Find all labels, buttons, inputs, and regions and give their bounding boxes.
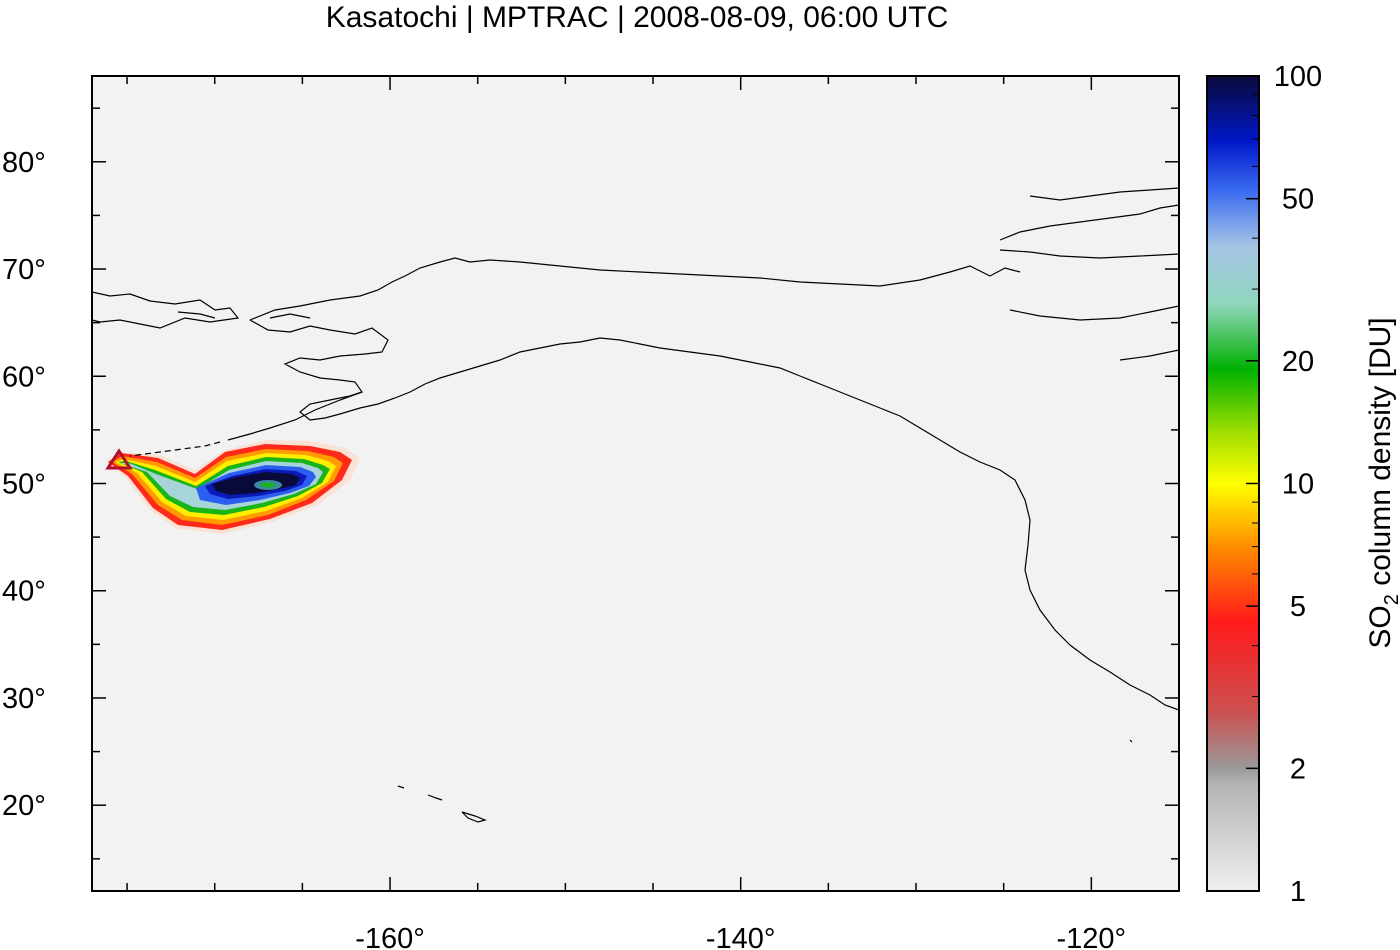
y-tick-label: 80° bbox=[2, 147, 46, 179]
alaska-peninsula bbox=[227, 391, 363, 441]
y-axis: 20° 30° 40° 50° 60° 70° 80° bbox=[2, 107, 1179, 860]
y-tick-label: 20° bbox=[2, 790, 46, 822]
archipelago-5 bbox=[1119, 349, 1179, 361]
y-tick-label: 70° bbox=[2, 254, 46, 286]
y-tick-label: 50° bbox=[2, 469, 46, 501]
guadalupe-island bbox=[1129, 739, 1133, 743]
x-tick-label: -140° bbox=[706, 923, 776, 950]
colorbar-label: SO2 column density [DU] bbox=[1364, 317, 1400, 648]
colorbar-tick-label: 100 bbox=[1274, 61, 1322, 93]
so2-plume bbox=[106, 440, 360, 534]
colorbar-tick-label: 10 bbox=[1282, 469, 1314, 501]
y-tick-label: 60° bbox=[2, 361, 46, 393]
y-tick-label: 40° bbox=[2, 576, 46, 608]
volcano-marker-icon bbox=[105, 448, 133, 470]
map-layer bbox=[92, 187, 1179, 823]
hawaii-3 bbox=[461, 811, 487, 823]
chart-title: Kasatochi | MPTRAC | 2008-08-09, 06:00 U… bbox=[326, 1, 949, 34]
x-tick-label: -120° bbox=[1057, 923, 1127, 950]
island-2 bbox=[269, 313, 311, 319]
hawaii-1 bbox=[397, 785, 405, 789]
island-1 bbox=[177, 311, 216, 319]
colorbar-tick-label: 2 bbox=[1290, 753, 1306, 785]
pacific-coast bbox=[249, 319, 1179, 711]
archipelago-2 bbox=[1029, 187, 1179, 201]
hawaii-2 bbox=[427, 794, 443, 801]
archipelago-3 bbox=[1009, 305, 1179, 321]
colorbar-tick-label: 20 bbox=[1282, 346, 1314, 378]
colorbar-tick-label: 50 bbox=[1282, 184, 1314, 216]
chukotka-coast bbox=[92, 291, 240, 329]
archipelago-4 bbox=[999, 249, 1179, 259]
x-axis: -160° -140° -120° bbox=[126, 76, 1180, 950]
arctic-coast bbox=[249, 257, 1021, 321]
colorbar-tick-label: 1 bbox=[1290, 876, 1306, 908]
colorbar-ticks: 1 2 5 10 20 50 100 bbox=[1246, 61, 1322, 908]
archipelago-1 bbox=[999, 204, 1179, 241]
colorbar-tick-label: 5 bbox=[1290, 591, 1306, 623]
x-tick-label: -160° bbox=[355, 923, 425, 950]
y-tick-label: 30° bbox=[2, 683, 46, 715]
coastlines bbox=[92, 187, 1179, 823]
aleutian-islands bbox=[129, 441, 221, 457]
